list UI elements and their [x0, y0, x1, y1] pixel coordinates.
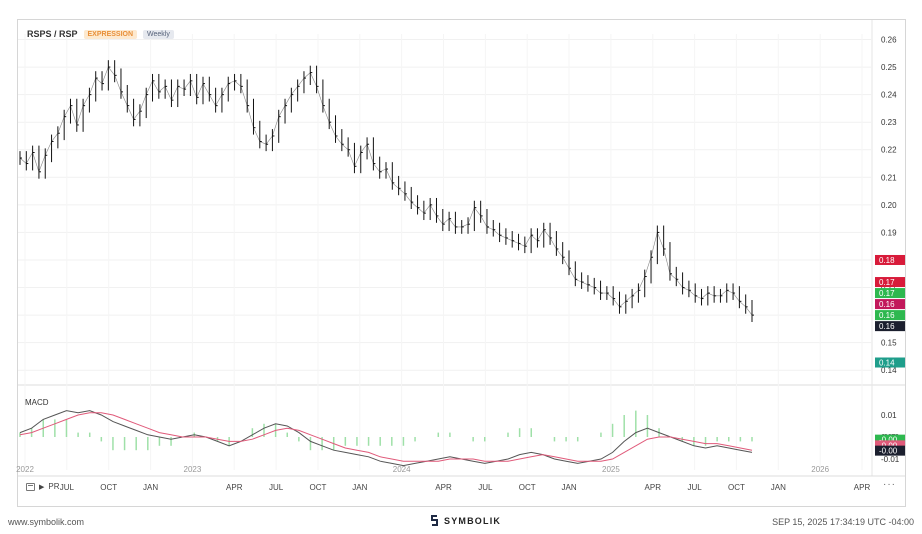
- price-label-text: 0.18: [879, 256, 895, 265]
- x-tick-label: OCT: [310, 483, 327, 492]
- macd-y-tick-label: 0.01: [881, 411, 897, 420]
- price-label-box: [875, 321, 905, 332]
- year-tick-label: 2024: [393, 465, 411, 474]
- price-label-text: 0.16: [879, 311, 895, 320]
- price-label-text: 0.14: [879, 359, 895, 368]
- price-label-box: [875, 254, 905, 265]
- play-icon[interactable]: ▶: [39, 483, 45, 491]
- macd-y-tick-label: -0.01: [881, 455, 900, 464]
- calendar-icon[interactable]: [26, 482, 35, 491]
- macd-line: [19, 410, 753, 467]
- macd-label: MACD: [25, 398, 49, 407]
- y-tick-label: 0.23: [881, 118, 897, 127]
- expression-badge[interactable]: EXPRESSION: [83, 29, 138, 39]
- price-label-box: [875, 357, 905, 368]
- x-tick-label: JAN: [771, 483, 786, 492]
- x-tick-label: APR: [435, 483, 452, 492]
- macd-label-box: [875, 434, 905, 445]
- y-tick-label: 0.20: [881, 201, 897, 210]
- year-tick-label: 2025: [602, 465, 620, 474]
- price-series-line: [19, 66, 753, 316]
- x-tick-label: JAN: [352, 483, 367, 492]
- y-tick-label: 0.25: [881, 63, 897, 72]
- x-tick-label: JUL: [60, 483, 75, 492]
- x-tick-label: JAN: [561, 483, 576, 492]
- x-tick-label: OCT: [100, 483, 117, 492]
- price-label-text: 0.16: [879, 322, 895, 331]
- brand-name: SYMBOLIK: [444, 515, 502, 526]
- x-tick-label: OCT: [728, 483, 745, 492]
- footer-brand: SYMBOLIK: [430, 515, 501, 526]
- price-label-box: [875, 288, 905, 299]
- price-label-box: [875, 277, 905, 288]
- y-tick-label: 0.15: [881, 339, 897, 348]
- macd-label-box: [875, 440, 905, 451]
- symbolik-logo-icon: [431, 515, 438, 526]
- y-tick-label: 0.17: [881, 284, 897, 293]
- x-tick-label: JUL: [687, 483, 702, 492]
- price-label-box: [875, 299, 905, 310]
- price-label-text: 0.17: [879, 289, 895, 298]
- x-tick-label: JAN: [143, 483, 158, 492]
- x-tick-label: APR: [645, 483, 662, 492]
- footer-timestamp: SEP 15, 2025 17:34:19 UTC -04:00: [772, 517, 914, 527]
- macd-label-box: [875, 445, 905, 456]
- x-tick-label: JUL: [269, 483, 284, 492]
- x-tick-label: OCT: [519, 483, 536, 492]
- more-options-icon[interactable]: ···: [883, 479, 896, 490]
- y-tick-label: 0.19: [881, 228, 897, 237]
- bottom-toolbar: ▶ PR: [26, 482, 60, 491]
- y-tick-label: 0.21: [881, 173, 897, 182]
- range-button[interactable]: PR: [48, 482, 60, 491]
- chart-title[interactable]: RSPS / RSP: [27, 29, 78, 39]
- price-label-text: 0.17: [879, 278, 895, 287]
- y-tick-label: 0.26: [881, 36, 897, 45]
- x-tick-label: APR: [226, 483, 243, 492]
- interval-badge[interactable]: Weekly: [143, 29, 174, 39]
- year-tick-label: 2026: [811, 465, 829, 474]
- y-tick-label: 0.24: [881, 91, 897, 100]
- price-label-text: 0.16: [879, 300, 895, 309]
- macd-label-text: -0.00: [879, 436, 898, 445]
- x-tick-label: JUL: [478, 483, 493, 492]
- chart-frame: [17, 19, 906, 507]
- price-label-box: [875, 310, 905, 321]
- signal-line: [19, 412, 753, 462]
- x-tick-label: APR: [854, 483, 871, 492]
- footer-website[interactable]: www.symbolik.com: [8, 517, 85, 527]
- macd-label-text: -0.00: [879, 447, 898, 456]
- chart-header: RSPS / RSP EXPRESSION Weekly: [27, 27, 174, 41]
- year-tick-label: 2022: [16, 465, 34, 474]
- y-tick-label: 0.14: [881, 366, 897, 375]
- year-tick-label: 2023: [184, 465, 202, 474]
- y-tick-label: 0.22: [881, 146, 897, 155]
